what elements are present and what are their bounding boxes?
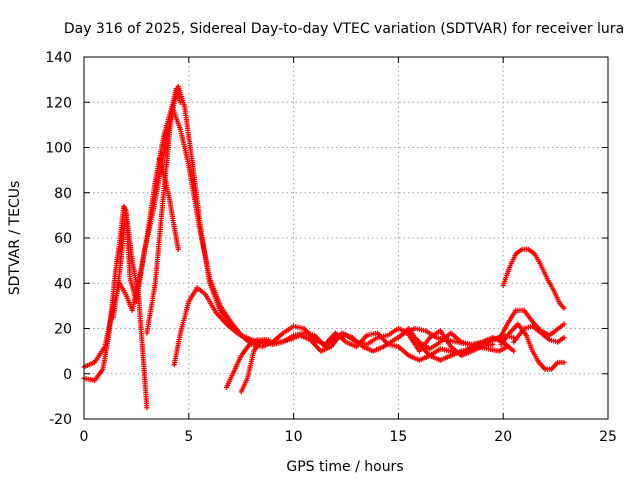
x-axis-label: GPS time / hours [286,459,403,475]
data-point [561,359,567,366]
axis-ticks: 0 5 10 15 20 25 -20 0 20 40 60 80 100 120 140 [45,50,617,445]
y-tick-label: -20 [49,412,72,428]
y-tick-label: 80 [54,186,72,202]
y-tick-label: 20 [54,322,72,338]
x-tick-label: 0 [80,429,89,445]
y-tick-label: 40 [54,276,72,292]
y-tick-label: 60 [54,231,72,247]
y-tick-label: 0 [63,367,72,383]
series-track-10 [406,328,496,359]
series-track-13 [498,321,567,372]
x-tick-label: 20 [494,429,512,445]
x-tick-label: 10 [285,429,303,445]
series-track-14 [511,323,567,345]
data-point [265,337,272,343]
y-tick-label: 140 [45,50,72,66]
series-track-8 [238,337,272,395]
chart-title: Day 316 of 2025, Sidereal Day-to-day VTE… [64,21,624,37]
series-track-3 [110,208,150,411]
data-point [561,334,567,341]
data-point [177,99,184,105]
grid-lines [84,57,608,419]
y-tick-label: 120 [45,95,72,111]
data-point [561,305,567,311]
data-series [81,83,567,411]
data-point [561,321,567,327]
x-tick-label: 25 [599,429,617,445]
data-point [490,341,496,347]
data-point [175,246,181,252]
data-point [511,348,517,354]
series-track-4 [144,86,184,336]
x-tick-label: 15 [389,429,407,445]
y-tick-label: 100 [45,141,72,157]
x-tick-label: 5 [184,429,193,445]
data-point [504,344,510,350]
data-point [144,405,150,411]
series-track-5 [156,156,181,252]
series-track-11 [500,246,567,311]
y-axis-label: SDTVAR / TECUs [7,181,23,296]
